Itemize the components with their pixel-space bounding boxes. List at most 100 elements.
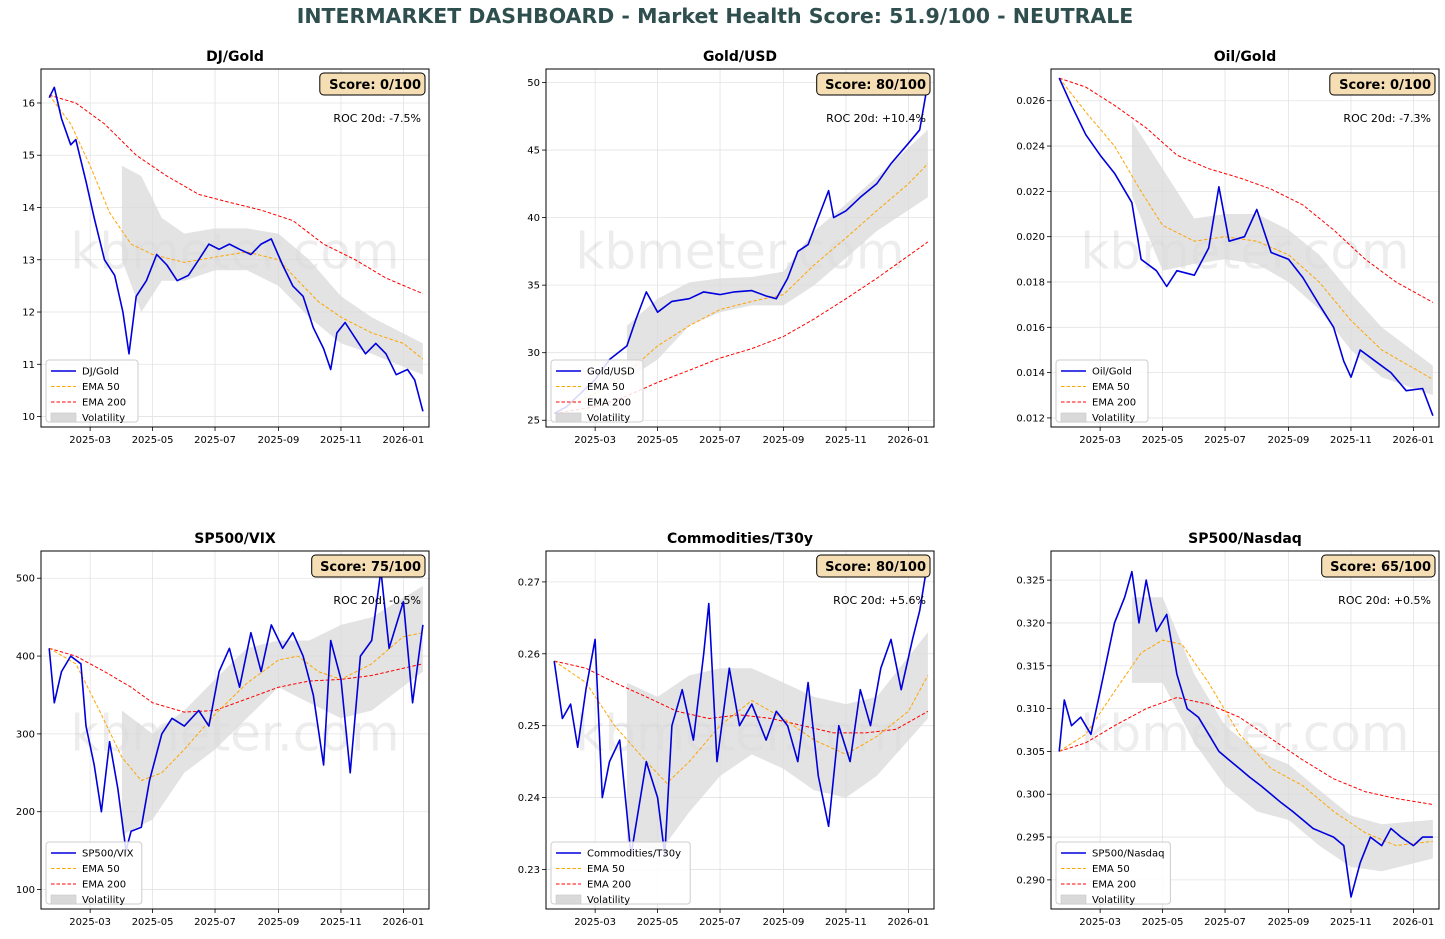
chart-4-legend: SP500/VIX EMA 50 EMA 200 Volatility: [45, 841, 143, 906]
chart-5-xtick-label: 2025-07: [699, 917, 741, 928]
chart-5-ema200-line: [554, 660, 929, 734]
chart-6-ytick-label: 0.290: [1016, 875, 1045, 886]
chart-1-ytick-label: 16: [22, 98, 35, 109]
chart-4-ytick-label: 100: [16, 885, 35, 896]
chart-2-roc-label: ROC 20d: +10.4%: [826, 112, 926, 125]
chart-3-title: Oil/Gold: [1214, 49, 1277, 65]
chart-5-ytick-label: 0.23: [518, 865, 540, 876]
chart-3-xtick-label: 2025-11: [1330, 435, 1372, 446]
chart-3-score-label: Score: 0/100: [1339, 78, 1431, 93]
chart-6-ytick-label: 0.325: [1016, 576, 1045, 587]
chart-3-ytick-label: 0.026: [1016, 96, 1045, 107]
chart-5-ytick-label: 0.25: [518, 721, 540, 732]
chart-2-legend-label: Gold/USD: [587, 367, 635, 378]
chart-2-ytick-label: 45: [527, 146, 540, 157]
chart-6-ytick-label: 0.320: [1016, 618, 1045, 629]
chart-4-ytick-label: 300: [16, 729, 35, 740]
chart-1-legend-label: EMA 50: [82, 382, 120, 393]
chart-6-ytick-label: 0.315: [1016, 661, 1045, 672]
chart-4-legend-label: SP500/VIX: [82, 849, 134, 860]
chart-1-score-label: Score: 0/100: [329, 78, 421, 93]
chart-4-title: SP500/VIX: [194, 531, 276, 547]
chart-6-ytick-label: 0.310: [1016, 704, 1045, 715]
chart-2-axes-frame: [545, 68, 935, 428]
chart-4-volatility-band: [121, 586, 423, 836]
chart-3-ytick-label: 0.018: [1016, 277, 1045, 288]
chart-1-ytick-label: 11: [22, 360, 35, 371]
chart-6-title: SP500/Nasdaq: [1188, 531, 1302, 547]
chart-3-xtick-label: 2025-05: [1142, 435, 1184, 446]
chart-1-ytick-label: 10: [22, 412, 35, 423]
chart-2-ytick-label: 30: [527, 348, 540, 359]
chart-2-ratio-line: [553, 82, 929, 415]
chart-6-ratio-line: [1058, 570, 1433, 898]
chart-6-score-label: Score: 65/100: [1330, 560, 1431, 575]
chart-5-legend-swatch: [555, 894, 582, 905]
chart-4-ema50-line: [48, 632, 423, 782]
chart-3-xtick-label: 2026-01: [1393, 435, 1435, 446]
chart-panel-sp500-nasdaq: SP500/Nasdaqkbmeter.com0.2900.2950.3000.…: [1016, 531, 1440, 928]
chart-3-ratio-line: [1058, 77, 1434, 416]
chart-2-xtick-label: 2025-05: [637, 435, 679, 446]
chart-6-legend-label: EMA 50: [1092, 864, 1130, 875]
chart-1-title: DJ/Gold: [206, 49, 264, 65]
chart-3-ytick-label: 0.014: [1016, 368, 1045, 379]
chart-5-legend-label: Commodities/T30y: [587, 849, 681, 860]
chart-panel-dj-gold: DJ/Goldkbmeter.com101112131415162025-032…: [22, 49, 430, 446]
chart-5-xtick-label: 2025-05: [637, 917, 679, 928]
chart-3-xtick-label: 2025-07: [1204, 435, 1246, 446]
chart-5-xtick-label: 2025-03: [574, 917, 616, 928]
chart-2-ytick-label: 50: [527, 78, 540, 89]
chart-6-xtick-label: 2025-05: [1142, 917, 1184, 928]
chart-4-ytick-label: 400: [16, 652, 35, 663]
chart-6-axes-frame: [1050, 550, 1440, 910]
chart-1-volatility-band: [121, 165, 423, 375]
chart-1-xtick-label: 2025-07: [194, 435, 236, 446]
chart-5-ytick-label: 0.27: [518, 577, 540, 588]
chart-1-ytick-label: 13: [22, 255, 35, 266]
chart-1-xtick-label: 2025-05: [132, 435, 174, 446]
chart-1-ytick-label: 12: [22, 308, 35, 319]
chart-3-xtick-label: 2025-09: [1268, 435, 1310, 446]
chart-4-xtick-label: 2025-05: [132, 917, 174, 928]
chart-3-legend-label: Oil/Gold: [1092, 367, 1132, 378]
chart-1-xtick-label: 2025-03: [69, 435, 111, 446]
chart-panel-commodities-t30y: Commodities/T30ykbmeter.com0.230.240.250…: [518, 531, 935, 928]
chart-5-legend-label: EMA 50: [587, 864, 625, 875]
chart-2-volatility-band: [626, 129, 928, 380]
chart-2-score-label: Score: 80/100: [825, 78, 926, 93]
chart-3-legend-swatch: [1060, 412, 1087, 423]
chart-3-ytick-label: 0.016: [1016, 323, 1045, 334]
chart-6-xtick-label: 2026-01: [1393, 917, 1435, 928]
chart-1-ytick-label: 15: [22, 151, 35, 162]
chart-3-ytick-label: 0.024: [1016, 142, 1045, 153]
chart-6-roc-label: ROC 20d: +0.5%: [1338, 594, 1431, 607]
chart-6-xtick-label: 2025-09: [1268, 917, 1310, 928]
chart-6-ema50-line: [1058, 639, 1433, 847]
chart-1-legend-label: Volatility: [82, 413, 125, 424]
chart-2-xtick-label: 2025-09: [763, 435, 805, 446]
chart-1-score-badge: Score: 0/100: [319, 72, 426, 96]
chart-2-xtick-label: 2025-03: [574, 435, 616, 446]
chart-3-legend-label: EMA 200: [1092, 398, 1136, 409]
chart-5-legend: Commodities/T30y EMA 50 EMA 200 Volatility: [550, 841, 691, 906]
chart-panel-sp500-vix: SP500/VIXkbmeter.com1002003004005002025-…: [16, 531, 430, 928]
chart-4-xtick-label: 2025-03: [69, 917, 111, 928]
chart-5-ytick-label: 0.24: [518, 793, 540, 804]
chart-6-legend: SP500/Nasdaq EMA 50 EMA 200 Volatility: [1055, 841, 1171, 906]
chart-3-ytick-label: 0.020: [1016, 232, 1045, 243]
chart-1-xtick-label: 2025-11: [320, 435, 362, 446]
chart-1-roc-label: ROC 20d: -7.5%: [333, 112, 421, 125]
chart-4-ratio-line: [48, 569, 424, 852]
chart-6-legend-label: Volatility: [1092, 895, 1135, 906]
chart-5-xtick-label: 2025-09: [763, 917, 805, 928]
chart-4-ytick-label: 500: [16, 574, 35, 585]
chart-6-xtick-label: 2025-03: [1079, 917, 1121, 928]
chart-2-legend-label: Volatility: [587, 413, 630, 424]
chart-1-legend-label: EMA 200: [82, 398, 126, 409]
chart-4-score-label: Score: 75/100: [320, 560, 421, 575]
chart-6-legend-swatch: [1060, 894, 1087, 905]
chart-4-xtick-label: 2025-11: [320, 917, 362, 928]
chart-4-roc-label: ROC 20d: -0.5%: [333, 594, 421, 607]
chart-5-legend-label: Volatility: [587, 895, 630, 906]
